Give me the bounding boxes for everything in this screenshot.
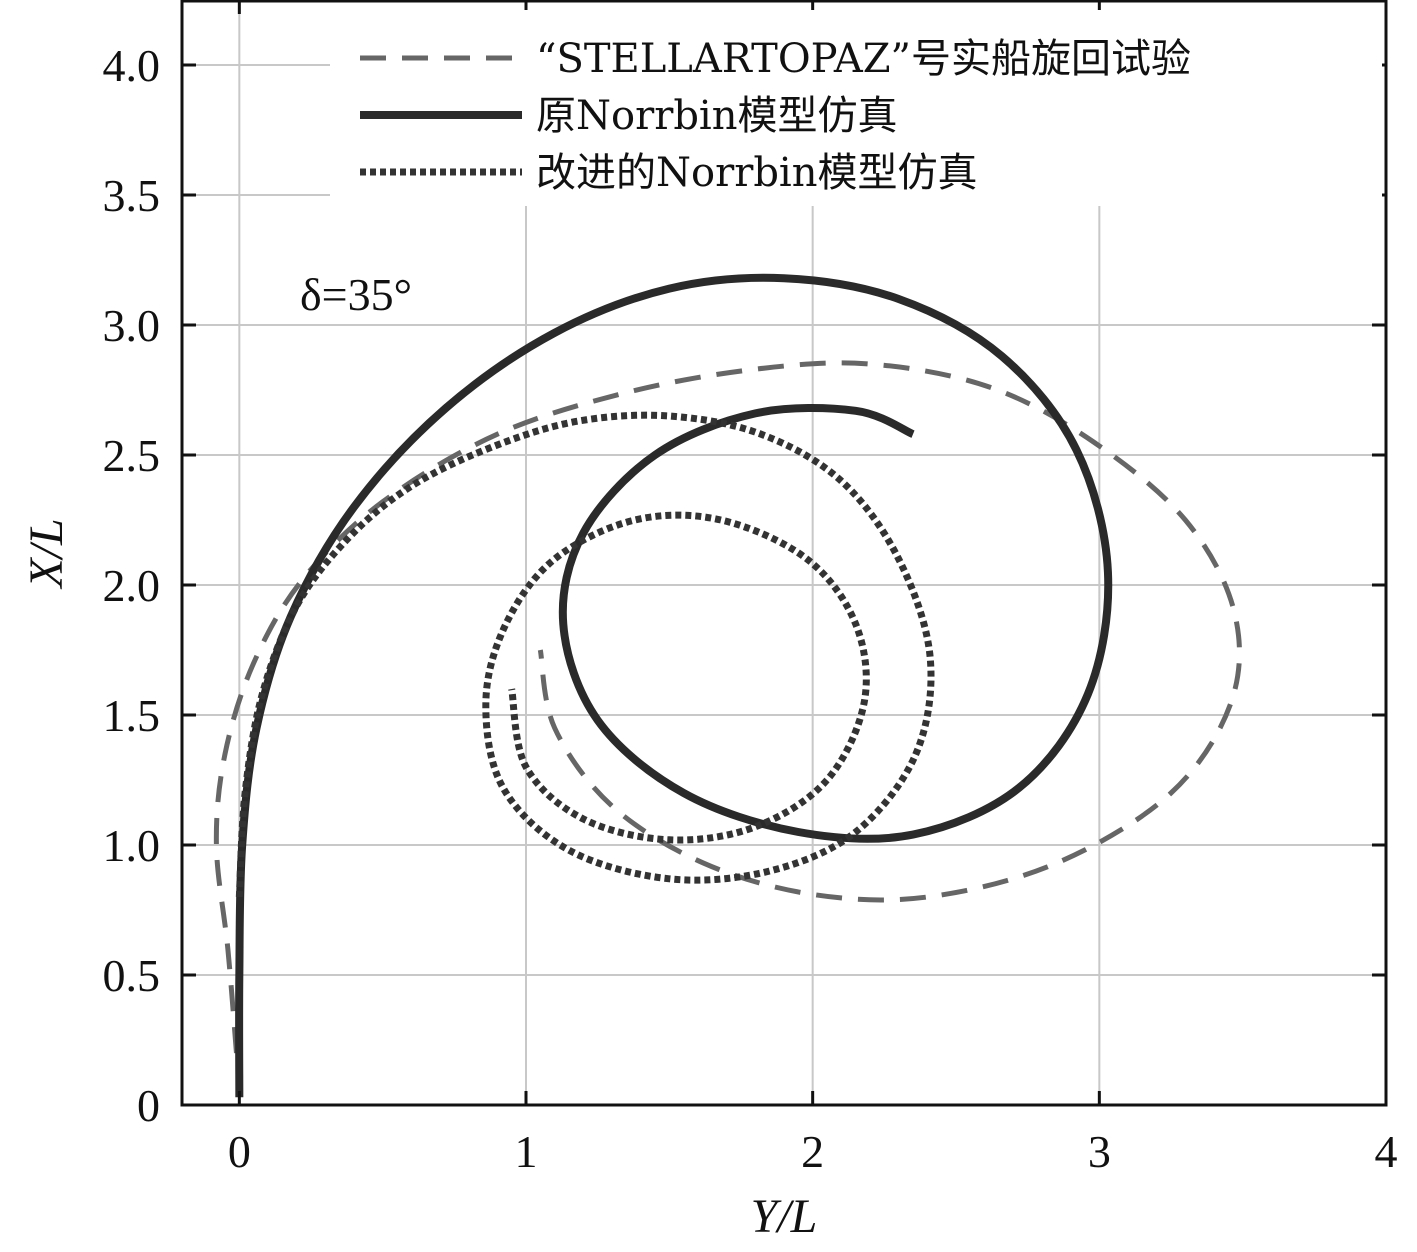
legend-label-2: 原Norrbin模型仿真 — [536, 93, 897, 139]
series-line-2 — [235, 273, 1113, 1098]
x-axis-label: Y/L — [751, 1190, 818, 1243]
y-axis-label: X/L — [20, 518, 73, 589]
x-tick-label: 3 — [1088, 1126, 1111, 1177]
x-tick-label: 2 — [801, 1126, 824, 1177]
legend-label-1: “STELLARTOPAZ”号实船旋回试验 — [536, 36, 1191, 82]
legend-label-3: 改进的Norrbin模型仿真 — [536, 150, 977, 196]
y-tick-label: 0.5 — [103, 950, 161, 1001]
y-tick-label: 1.0 — [103, 820, 161, 871]
x-tick-label: 1 — [515, 1126, 538, 1177]
legend: “STELLARTOPAZ”号实船旋回试验原Norrbin模型仿真改进的Norr… — [330, 10, 1382, 206]
y-tick-label: 1.5 — [103, 690, 161, 741]
y-tick-label: 4.0 — [103, 40, 161, 91]
plot-frame — [180, 0, 1388, 1107]
series-line-1 — [213, 360, 1242, 1054]
y-tick-label: 0 — [137, 1080, 160, 1131]
y-tick-label: 3.0 — [103, 300, 161, 351]
x-tick-label: 0 — [228, 1126, 251, 1177]
y-tick-label: 3.5 — [103, 170, 161, 221]
x-tick-label: 4 — [1375, 1126, 1398, 1177]
delta-annotation: δ=35° — [300, 269, 412, 320]
series-group — [213, 273, 1242, 1098]
y-tick-label: 2.0 — [103, 560, 161, 611]
series-line-3 — [235, 411, 935, 898]
y-tick-label: 2.5 — [103, 430, 161, 481]
